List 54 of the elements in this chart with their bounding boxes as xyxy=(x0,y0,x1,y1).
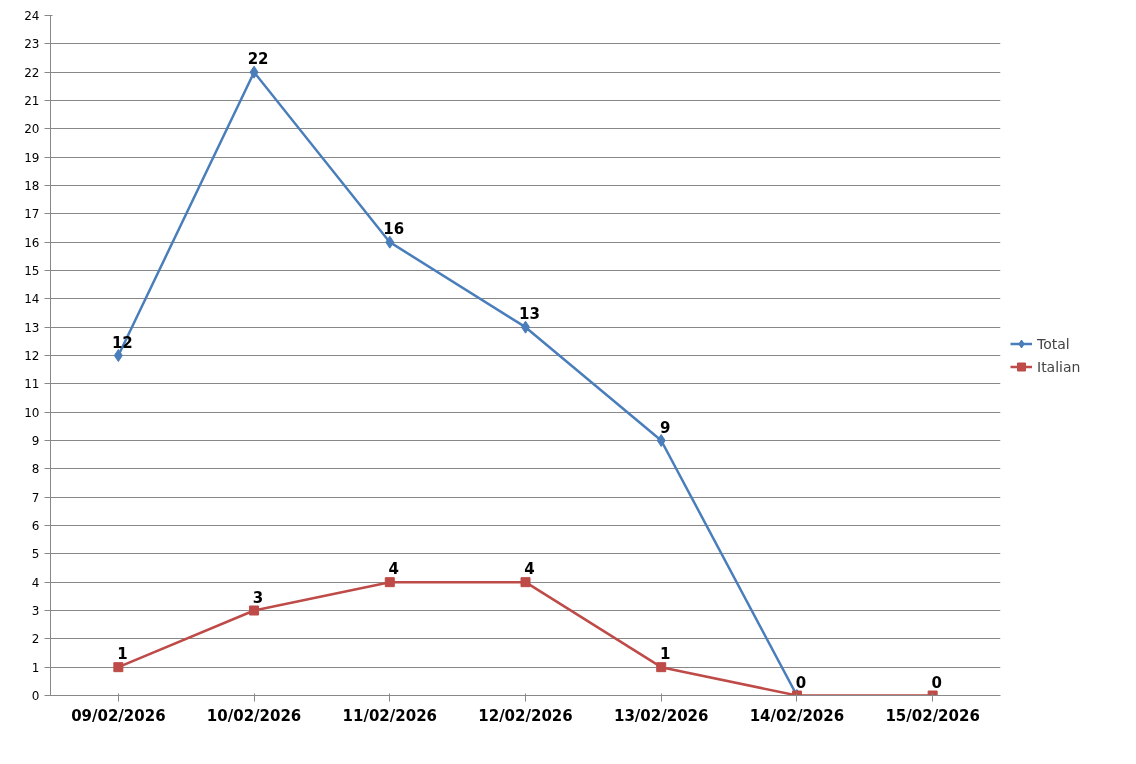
x-tick-label: 11/02/2026 xyxy=(342,706,438,725)
data-label: 4 xyxy=(388,560,399,579)
data-label: 13 xyxy=(519,305,540,324)
y-tick-label: 2 xyxy=(31,632,40,647)
y-tick-label: 24 xyxy=(24,9,40,23)
point xyxy=(249,605,260,616)
data-label: 0 xyxy=(931,673,942,692)
point xyxy=(520,577,531,588)
data-label: 9 xyxy=(660,418,671,437)
y-tick-label: 4 xyxy=(31,575,40,590)
x-tick-label: 15/02/2026 xyxy=(885,706,980,725)
x-tick-label: 10/02/2026 xyxy=(206,706,302,725)
y-tick-label: 10 xyxy=(24,405,40,420)
y-tick-label: 18 xyxy=(24,179,40,193)
data-label: 0 xyxy=(795,673,807,692)
y-tick-label: 5 xyxy=(31,547,40,562)
y-tick-label: 1 xyxy=(31,660,40,675)
point xyxy=(656,434,666,447)
point xyxy=(113,349,123,362)
y-tick-label: 11 xyxy=(24,377,40,392)
y-tick-label: 15 xyxy=(24,264,40,278)
y-tick-label: 22 xyxy=(24,65,40,80)
y-tick-label: 9 xyxy=(31,434,40,448)
y-tick-label: 21 xyxy=(24,94,40,108)
point xyxy=(385,235,395,249)
y-tick-label: 23 xyxy=(24,37,40,52)
y-tick-label: 13 xyxy=(24,320,40,335)
data-label: 1 xyxy=(660,645,671,664)
point xyxy=(384,577,395,588)
legend-label: Total xyxy=(1037,335,1070,352)
y-tick-label: 7 xyxy=(31,490,40,505)
data-label: 16 xyxy=(383,220,405,239)
y-tick-label: 19 xyxy=(24,150,40,165)
x-tick-label: 12/02/2026 xyxy=(478,706,573,725)
y-tick-label: 3 xyxy=(31,604,40,618)
y-tick-label: 17 xyxy=(24,207,40,222)
y-tick-label: 6 xyxy=(31,519,40,533)
data-label: 22 xyxy=(247,50,269,69)
y-tick-label: 20 xyxy=(24,122,40,137)
y-tick-label: 12 xyxy=(24,349,40,363)
data-label: 3 xyxy=(252,588,264,607)
point xyxy=(656,662,667,673)
data-label: 4 xyxy=(524,560,535,579)
y-tick-label: 0 xyxy=(31,689,40,703)
x-tick-label: 09/02/2026 xyxy=(71,706,166,725)
legend-label: Italian xyxy=(1037,358,1081,375)
y-tick-label: 14 xyxy=(24,292,40,307)
x-tick-label: 13/02/2026 xyxy=(613,706,709,725)
y-tick-label: 8 xyxy=(31,462,40,477)
y-tick-label: 16 xyxy=(24,235,40,250)
point xyxy=(249,65,259,79)
data-label: 1 xyxy=(117,645,128,664)
point xyxy=(113,662,124,673)
x-tick-label: 14/02/2026 xyxy=(749,706,845,725)
